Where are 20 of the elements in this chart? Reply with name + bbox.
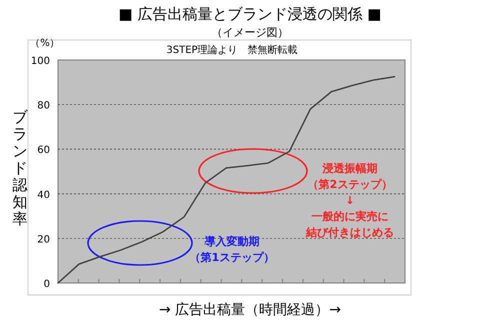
line-series bbox=[57, 76, 396, 284]
annotation: 結び付きはじめる bbox=[305, 226, 394, 239]
x-axis-title: → 広告出稿量（時間経過）→ bbox=[159, 302, 342, 318]
annotation: 浸透振幅期 bbox=[322, 162, 378, 175]
text: （%） bbox=[30, 38, 60, 49]
chart-subtitle: （イメージ図） bbox=[212, 26, 288, 39]
annotation: （第2ステップ） bbox=[308, 178, 392, 191]
annotation: ↓ bbox=[345, 194, 355, 207]
chart-title: ■ 広告出稿量とブランド浸透の関係 ■ bbox=[118, 5, 382, 23]
annotation: （第1ステップ） bbox=[190, 251, 274, 264]
text: 3STEP理論より 禁無断転載 bbox=[166, 44, 298, 56]
annotation: 一般的に実売に bbox=[312, 210, 388, 223]
y-tick-label: 100 bbox=[30, 56, 50, 67]
y-axis-title: ブランド認知率 bbox=[12, 108, 28, 228]
y-tick-label: 20 bbox=[37, 234, 50, 246]
annotation: 導入変動期 bbox=[204, 235, 260, 248]
y-tick-label: 80 bbox=[37, 100, 50, 112]
y-tick-label: 60 bbox=[37, 145, 50, 156]
y-tick-label: 0 bbox=[44, 279, 50, 290]
y-tick-label: 40 bbox=[37, 190, 50, 201]
